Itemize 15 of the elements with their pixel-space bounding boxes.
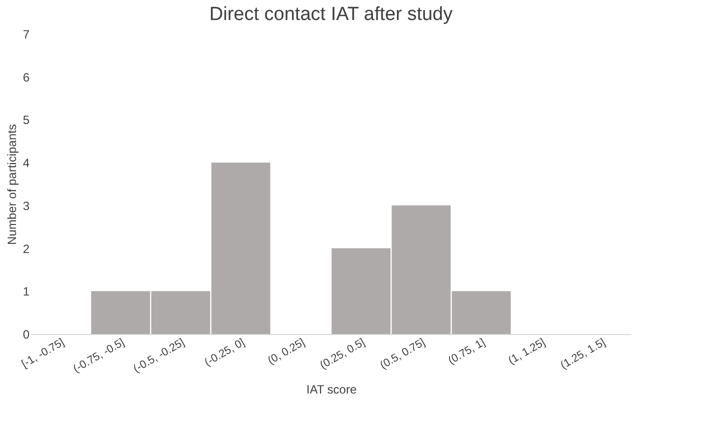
- y-tick-label: 2: [22, 242, 30, 256]
- y-tick-label: 0: [22, 328, 30, 342]
- y-tick-label: 5: [22, 113, 30, 128]
- y-tick-label: 3: [22, 198, 30, 213]
- x-tick-label: (0.5, 0.75]: [378, 336, 428, 372]
- x-tick-label: (0, 0.25]: [266, 336, 307, 368]
- y-tick-label: 7: [22, 28, 30, 42]
- x-tick-label: (1, 1.25]: [506, 336, 548, 368]
- y-tick-label: 1: [22, 284, 30, 299]
- y-tick-label: 4: [22, 156, 30, 170]
- y-axis-title: Number of participants: [4, 124, 19, 245]
- x-axis-title: IAT score: [306, 382, 357, 396]
- chart-title: Direct contact IAT after study: [209, 4, 454, 25]
- x-tick-label: (-0.5, -0.25]: [131, 336, 187, 376]
- y-tick-label: 6: [22, 70, 30, 84]
